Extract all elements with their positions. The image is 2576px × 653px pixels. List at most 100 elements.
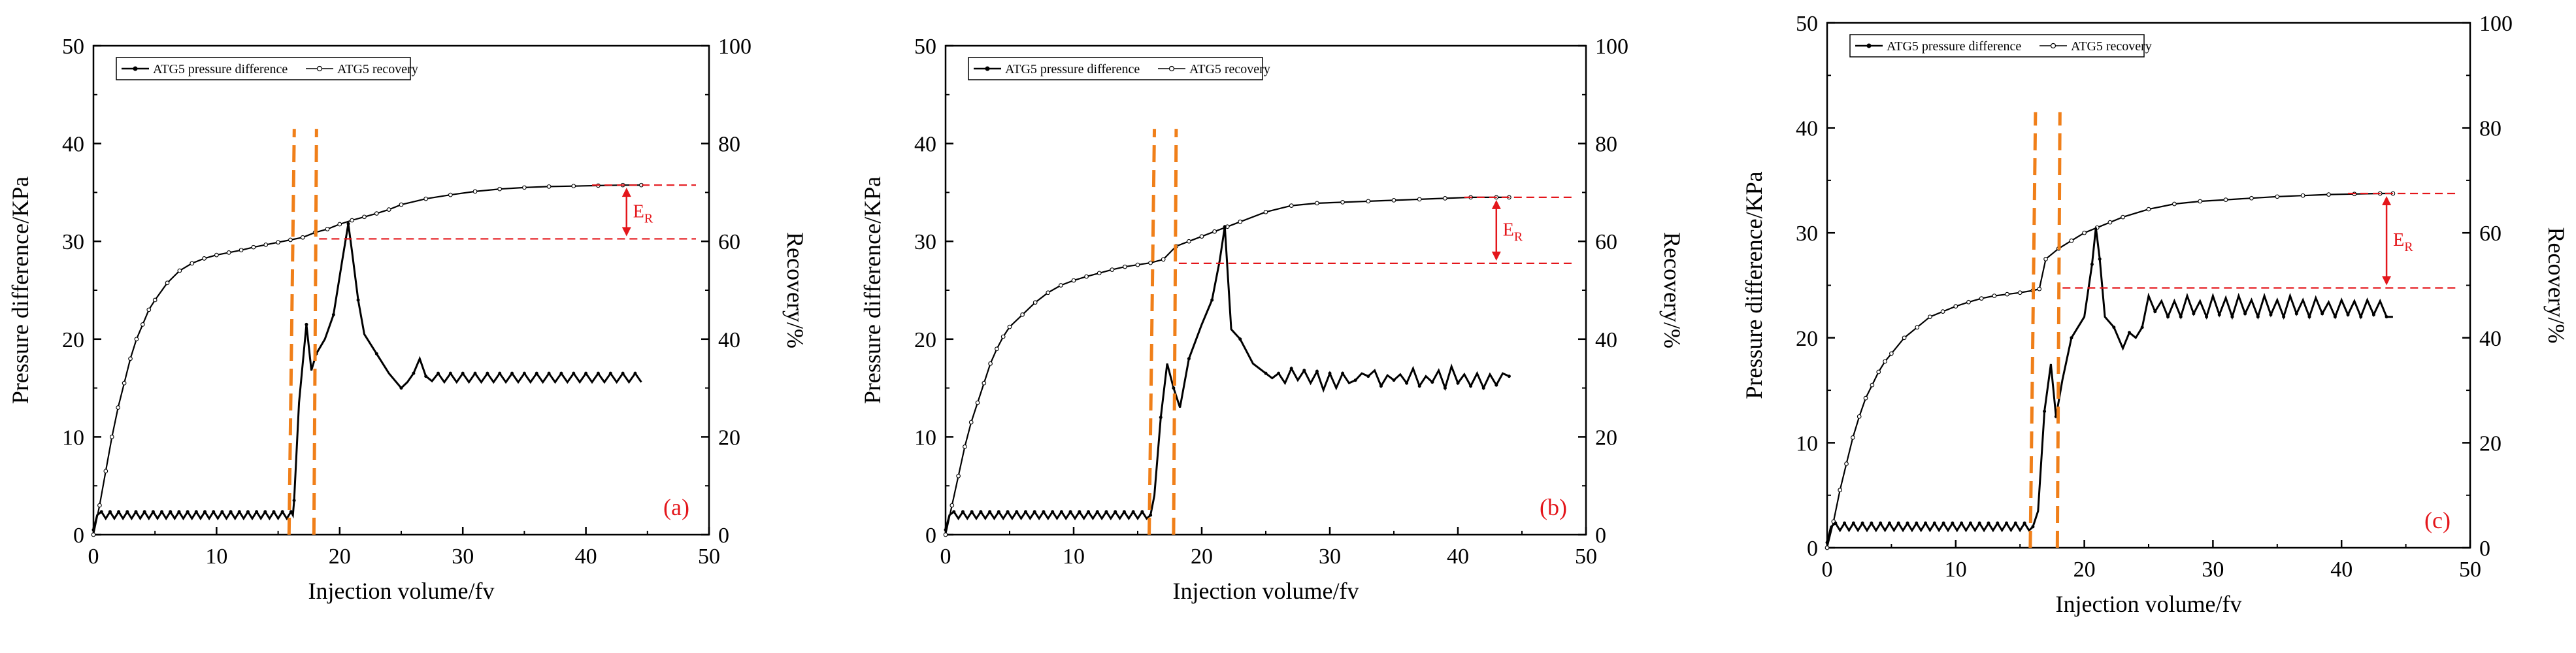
y-tick-label: 40 xyxy=(914,133,936,157)
legend-pressure-marker xyxy=(985,66,990,71)
legend-box xyxy=(116,57,411,80)
pressure-point xyxy=(1015,510,1019,514)
recovery-point xyxy=(1844,461,1849,466)
recovery-point xyxy=(1110,267,1115,272)
recovery-point xyxy=(1289,203,1294,208)
pressure-point xyxy=(2179,315,2183,319)
recovery-point xyxy=(1928,314,1932,320)
pressure-point xyxy=(1887,521,1891,525)
pressure-point xyxy=(292,499,296,503)
pressure-point xyxy=(255,510,259,514)
recovery-point xyxy=(956,473,961,478)
recovery-point xyxy=(571,184,576,189)
pressure-point xyxy=(2346,312,2350,316)
recovery-point xyxy=(968,420,974,425)
pressure-point xyxy=(2385,315,2388,319)
recovery-point xyxy=(1212,229,1217,234)
y-tick-label: 30 xyxy=(1796,222,1818,246)
y2-tick-label: 80 xyxy=(1595,133,1617,157)
pressure-point xyxy=(522,371,526,375)
recovery-point xyxy=(190,261,195,266)
pressure-point xyxy=(1834,521,1838,525)
pressure-point xyxy=(1024,510,1027,514)
recovery-point xyxy=(1863,395,1868,401)
er-annotation-subscript: R xyxy=(1514,229,1523,244)
legend-box xyxy=(968,57,1263,80)
pressure-point xyxy=(2205,315,2209,319)
recovery-point xyxy=(239,248,244,253)
pressure-point xyxy=(412,371,416,375)
x-axis-label: Injection volume/fv xyxy=(308,578,495,604)
pressure-point xyxy=(272,510,276,514)
y2-tick-label: 20 xyxy=(2479,431,2502,456)
pressure-point xyxy=(2127,331,2131,335)
x-tick-label: 30 xyxy=(1319,544,1341,569)
pressure-point xyxy=(142,510,146,514)
pressure-point xyxy=(486,371,489,375)
pressure-point xyxy=(2166,315,2170,319)
legend-recovery-marker xyxy=(1168,65,1175,72)
pressure-point xyxy=(1149,513,1153,517)
recovery-point xyxy=(943,532,948,537)
pressure-point xyxy=(1315,369,1319,373)
pressure-point xyxy=(1443,386,1447,390)
pressure-point xyxy=(356,298,360,302)
x-tick-label: 40 xyxy=(2330,558,2353,582)
y2-tick-label: 100 xyxy=(1595,35,1628,59)
pressure-point xyxy=(237,510,241,514)
y2-tick-label: 20 xyxy=(718,426,740,450)
pressure-point xyxy=(399,386,403,390)
pressure-point xyxy=(134,510,138,514)
pressure-point xyxy=(1187,357,1191,361)
er-arrow-head-up xyxy=(621,188,631,197)
pressure-point xyxy=(263,510,267,514)
pressure-point xyxy=(1870,521,1874,525)
recovery-point xyxy=(165,280,170,286)
pressure-point xyxy=(1210,298,1214,302)
pressure-point xyxy=(2153,310,2157,314)
x-tick-label: 10 xyxy=(205,544,227,569)
y2-tick-label: 0 xyxy=(2479,537,2490,561)
recovery-point xyxy=(1007,324,1012,329)
recovery-point xyxy=(1915,325,1920,330)
pressure-point xyxy=(559,371,563,375)
x-tick-label: 50 xyxy=(698,544,720,569)
y2-axis-label: Recovery/% xyxy=(1659,232,1685,348)
pressure-point xyxy=(2282,315,2286,319)
recovery-point xyxy=(226,250,231,255)
recovery-point xyxy=(91,532,96,537)
chart-panel-2: 0 10 20 30 40 5001020304050020406080100Inject… xyxy=(859,35,1685,604)
pressure-point xyxy=(2320,312,2324,316)
er-annotation: ER xyxy=(633,201,653,226)
recovery-point xyxy=(263,243,269,247)
pressure-point xyxy=(331,312,335,316)
pressure-point xyxy=(1042,510,1046,514)
pressure-point xyxy=(1507,375,1511,378)
pressure-point xyxy=(2217,312,2221,316)
recovery-point xyxy=(1199,234,1204,239)
pressure-point xyxy=(229,510,233,514)
pressure-point xyxy=(212,510,216,514)
pressure-point xyxy=(246,510,250,514)
recovery-point xyxy=(300,235,305,240)
pressure-point xyxy=(108,510,112,514)
y-axis-label: Pressure difference/KPa xyxy=(7,176,33,404)
pressure-series-line xyxy=(92,224,642,530)
y-tick-label: 0 xyxy=(73,524,84,548)
pressure-point xyxy=(584,371,588,375)
legend-recovery-label: ATG5 recovery xyxy=(2071,39,2152,54)
pressure-point xyxy=(1114,510,1117,514)
recovery-point xyxy=(1838,488,1843,493)
pressure-point xyxy=(1987,521,1990,525)
pressure-point xyxy=(1968,521,1972,525)
pressure-point xyxy=(1302,369,1306,373)
recovery-point xyxy=(325,227,330,231)
pressure-point xyxy=(177,510,181,514)
pressure-point xyxy=(1223,225,1227,229)
y-tick-label: 30 xyxy=(914,230,936,254)
y-tick-label: 40 xyxy=(62,133,84,157)
pressure-point xyxy=(2013,521,2017,525)
pressure-point xyxy=(2005,521,2009,525)
pressure-point xyxy=(1996,521,2000,525)
er-annotation-subscript: R xyxy=(2404,240,2413,254)
